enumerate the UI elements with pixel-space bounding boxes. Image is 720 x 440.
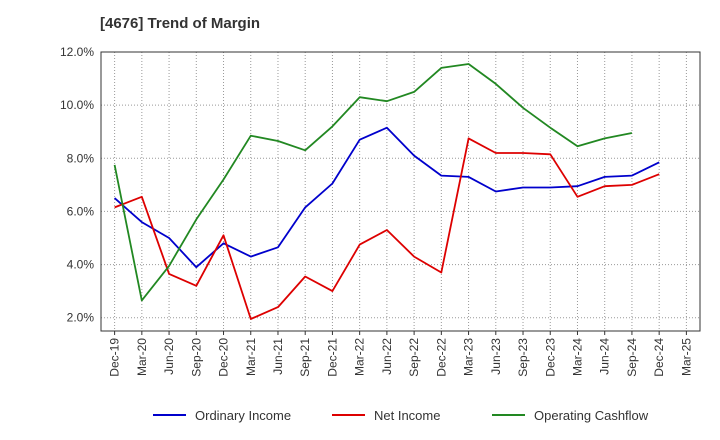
x-tick-label: Sep-20	[189, 338, 203, 377]
y-tick-label: 4.0%	[67, 258, 95, 272]
x-tick-label: Dec-22	[434, 338, 448, 377]
x-tick-label: Jun-23	[489, 338, 503, 375]
chart-title: [4676] Trend of Margin	[100, 15, 261, 32]
x-tick-label: Dec-24	[652, 338, 666, 377]
x-tick-label: Mar-21	[244, 338, 258, 376]
x-tick-label: Mar-20	[135, 338, 149, 376]
x-tick-label: Sep-21	[298, 338, 312, 377]
series-line-ordinary-income	[114, 126, 660, 269]
x-tick-label: Jun-24	[598, 338, 612, 375]
x-tick-label: Sep-24	[625, 338, 639, 377]
y-tick-label: 6.0%	[67, 204, 95, 218]
x-tick-label: Jun-21	[271, 338, 285, 375]
x-tick-label: Dec-23	[543, 338, 557, 377]
x-tick-label: Mar-23	[462, 338, 476, 376]
x-tick-label: Dec-21	[325, 338, 339, 377]
x-tick-label: Jun-22	[380, 338, 394, 375]
x-tick-label: Mar-22	[353, 338, 367, 376]
legend-label-net-income: Net Income	[374, 408, 440, 423]
x-tick-label: Jun-20	[162, 338, 176, 375]
series-line-net-income	[114, 137, 660, 320]
x-tick-label: Mar-24	[570, 338, 584, 376]
y-tick-label: 10.0%	[60, 98, 94, 112]
x-tick-label: Sep-22	[407, 338, 421, 377]
x-tick-label: Dec-19	[108, 338, 122, 377]
y-tick-label: 2.0%	[67, 311, 95, 325]
x-tick-label: Mar-25	[679, 338, 693, 376]
series-line-operating-cashflow	[113, 63, 633, 302]
legend-label-ordinary-income: Ordinary Income	[195, 408, 291, 423]
y-tick-label: 8.0%	[67, 151, 95, 165]
plot-border	[100, 51, 701, 332]
x-tick-label: Sep-23	[516, 338, 530, 377]
legend-label-operating-cashflow: Operating Cashflow	[534, 408, 649, 423]
x-tick-label: Dec-20	[217, 338, 231, 377]
y-tick-label: 12.0%	[60, 45, 94, 59]
